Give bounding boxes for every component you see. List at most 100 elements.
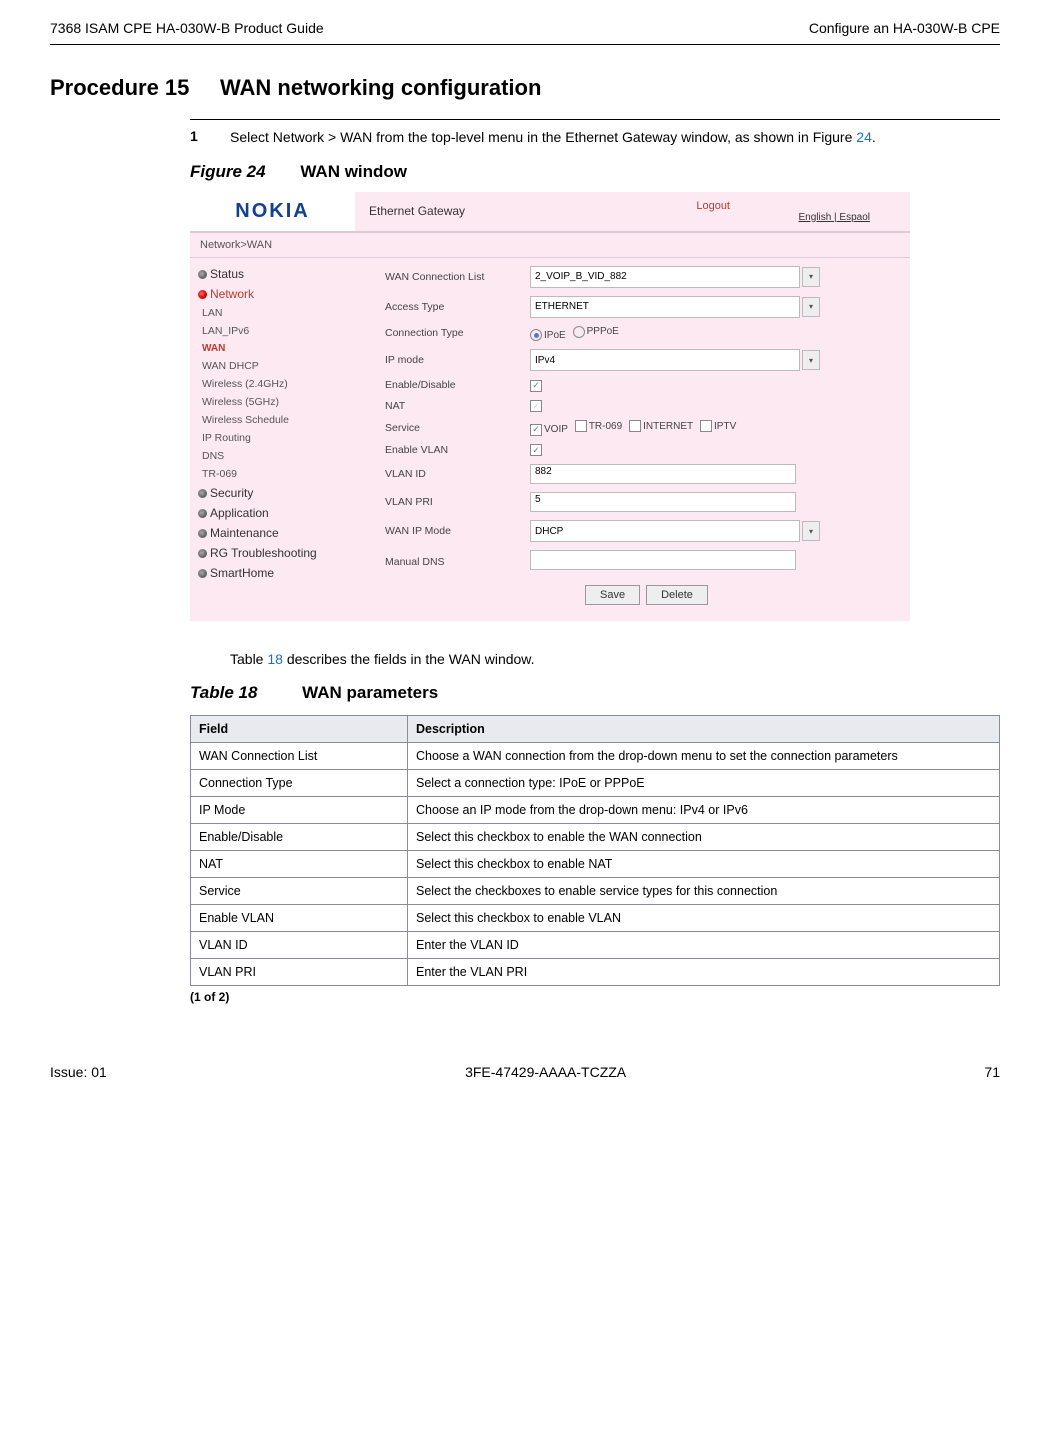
table-page-indicator: (1 of 2): [190, 990, 1000, 1004]
check-icon: ✓: [530, 424, 542, 436]
row-wan-connection-list: WAN Connection List 2_VOIP_B_VID_882 ▾: [385, 262, 896, 292]
check-icon: [700, 420, 712, 432]
footer-issue: Issue: 01: [50, 1064, 107, 1080]
cell-field: Service: [191, 878, 408, 905]
form-area: WAN Connection List 2_VOIP_B_VID_882 ▾ A…: [371, 258, 910, 622]
value-wan-connection-list: 2_VOIP_B_VID_882: [535, 271, 627, 282]
sidebar-item-wan-dhcp[interactable]: WAN DHCP: [198, 357, 363, 375]
cell-field: Enable/Disable: [191, 824, 408, 851]
procedure-name: WAN networking configuration: [220, 75, 541, 100]
step-text-after: .: [872, 129, 876, 145]
radio-ipoe-label: IPoE: [544, 330, 566, 341]
checkbox-iptv[interactable]: IPTV: [700, 420, 736, 432]
sidebar-item-wireless-schedule[interactable]: Wireless Schedule: [198, 411, 363, 429]
checkbox-internet[interactable]: INTERNET: [629, 420, 693, 432]
step-text-before: Select Network > WAN from the top-level …: [230, 129, 856, 145]
label-connection-type: Connection Type: [385, 327, 530, 339]
row-access-type: Access Type ETHERNET ▾: [385, 292, 896, 322]
nokia-logo: NOKIA: [235, 200, 309, 223]
select-wan-connection-list[interactable]: 2_VOIP_B_VID_882: [530, 266, 800, 288]
sidebar-item-maintenance[interactable]: Maintenance: [198, 523, 363, 543]
radio-dot-icon: [573, 326, 585, 338]
dropdown-icon[interactable]: ▾: [802, 521, 820, 541]
table-ref-link[interactable]: 18: [267, 651, 283, 667]
select-ip-mode[interactable]: IPv4: [530, 349, 800, 371]
sidebar-item-rg-troubleshooting[interactable]: RG Troubleshooting: [198, 543, 363, 563]
dropdown-icon[interactable]: ▾: [802, 297, 820, 317]
value-wan-ip-mode: DHCP: [535, 526, 563, 537]
label-wan-connection-list: WAN Connection List: [385, 271, 530, 283]
check-icon: ✓: [530, 400, 542, 412]
logout-link[interactable]: Logout: [696, 200, 730, 212]
cell-field: Connection Type: [191, 770, 408, 797]
input-vlan-id[interactable]: 882: [530, 464, 796, 484]
header-left: 7368 ISAM CPE HA-030W-B Product Guide: [50, 20, 324, 36]
col-field: Field: [191, 716, 408, 743]
table-header-row: Field Description: [191, 716, 1000, 743]
sidebar-item-dns[interactable]: DNS: [198, 447, 363, 465]
radio-pppoe[interactable]: PPPoE: [573, 326, 619, 338]
breadcrumb: Network>WAN: [190, 232, 910, 258]
control-wan-connection-list: 2_VOIP_B_VID_882 ▾: [530, 266, 896, 288]
row-nat: NAT ✓: [385, 396, 896, 417]
sidebar-item-application[interactable]: Application: [198, 503, 363, 523]
cell-desc: Choose a WAN connection from the drop-do…: [408, 743, 1000, 770]
checkbox-enable[interactable]: ✓: [530, 380, 544, 392]
control-enable-disable: ✓: [530, 379, 896, 392]
select-wan-ip-mode[interactable]: DHCP: [530, 520, 800, 542]
sidebar-item-lan-ipv6[interactable]: LAN_IPv6: [198, 322, 363, 340]
sidebar-item-lan[interactable]: LAN: [198, 304, 363, 322]
page-footer: Issue: 01 3FE-47429-AAAA-TCZZA 71: [50, 1064, 1000, 1080]
table-row: VLAN PRIEnter the VLAN PRI: [191, 959, 1000, 986]
figure-ref-link[interactable]: 24: [856, 129, 872, 145]
row-enable-vlan: Enable VLAN ✓: [385, 440, 896, 461]
radio-ipoe[interactable]: IPoE: [530, 329, 566, 341]
sidebar-item-wan[interactable]: WAN: [198, 340, 363, 357]
sidebar-item-security[interactable]: Security: [198, 483, 363, 503]
sidebar-item-wireless-24[interactable]: Wireless (2.4GHz): [198, 375, 363, 393]
cell-desc: Select this checkbox to enable the WAN c…: [408, 824, 1000, 851]
header-right: Configure an HA-030W-B CPE: [809, 20, 1000, 36]
input-manual-dns[interactable]: [530, 550, 796, 570]
row-vlan-pri: VLAN PRI 5: [385, 488, 896, 516]
sidebar-item-smarthome[interactable]: SmartHome: [198, 563, 363, 583]
value-access-type: ETHERNET: [535, 301, 589, 312]
control-wan-ip-mode: DHCP ▾: [530, 520, 896, 542]
table-label: Table 18: [190, 683, 257, 702]
check-icon: [575, 420, 587, 432]
sidebar-item-tr069[interactable]: TR-069: [198, 465, 363, 483]
checkbox-enable-vlan[interactable]: ✓: [530, 444, 544, 456]
check-icon: [629, 420, 641, 432]
page: 7368 ISAM CPE HA-030W-B Product Guide Co…: [0, 0, 1050, 1110]
cell-desc: Enter the VLAN PRI: [408, 959, 1000, 986]
delete-button[interactable]: Delete: [646, 585, 708, 605]
table-row: IP ModeChoose an IP mode from the drop-d…: [191, 797, 1000, 824]
sidebar-item-network[interactable]: Network: [198, 284, 363, 304]
content-block: 1 Select Network > WAN from the top-leve…: [190, 119, 1000, 1004]
checkbox-nat[interactable]: ✓: [530, 400, 544, 412]
label-enable-disable: Enable/Disable: [385, 379, 530, 391]
cell-field: Enable VLAN: [191, 905, 408, 932]
save-button[interactable]: Save: [585, 585, 640, 605]
checkbox-voip[interactable]: ✓VOIP: [530, 424, 568, 436]
cell-desc: Enter the VLAN ID: [408, 932, 1000, 959]
select-access-type[interactable]: ETHERNET: [530, 296, 800, 318]
table-row: Connection TypeSelect a connection type:…: [191, 770, 1000, 797]
dropdown-icon[interactable]: ▾: [802, 350, 820, 370]
control-service: ✓VOIP TR-069 INTERNET IPTV: [530, 420, 896, 436]
table-row: VLAN IDEnter the VLAN ID: [191, 932, 1000, 959]
checkbox-tr069[interactable]: TR-069: [575, 420, 622, 432]
language-links[interactable]: English | Espaol: [798, 212, 870, 223]
dropdown-icon[interactable]: ▾: [802, 267, 820, 287]
check-icon: ✓: [530, 444, 542, 456]
label-nat: NAT: [385, 400, 530, 412]
checkbox-internet-label: INTERNET: [643, 421, 693, 432]
cell-desc: Choose an IP mode from the drop-down men…: [408, 797, 1000, 824]
sidebar-item-status[interactable]: Status: [198, 264, 363, 284]
figure-name: WAN window: [300, 162, 407, 181]
input-vlan-pri[interactable]: 5: [530, 492, 796, 512]
sidebar-item-ip-routing[interactable]: IP Routing: [198, 429, 363, 447]
col-description: Description: [408, 716, 1000, 743]
control-enable-vlan: ✓: [530, 444, 896, 457]
sidebar-item-wireless-5[interactable]: Wireless (5GHz): [198, 393, 363, 411]
